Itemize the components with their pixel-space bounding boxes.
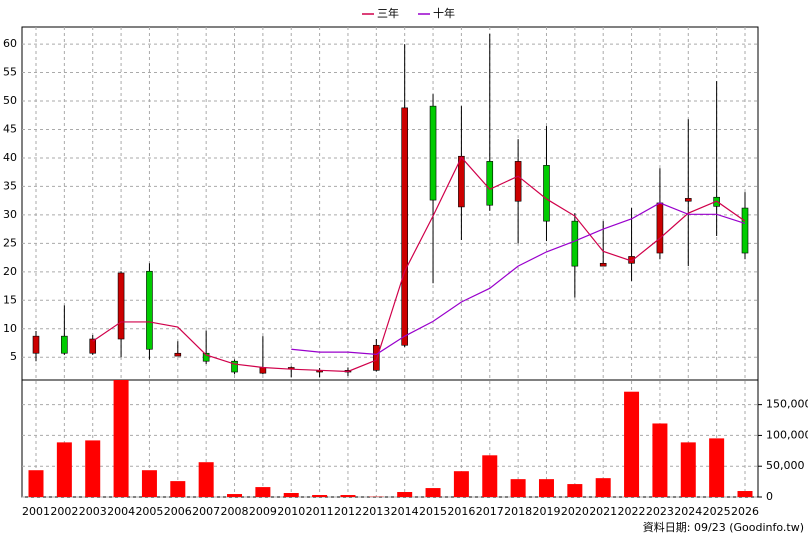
volume-bar: [709, 438, 725, 497]
footer: 資料日期: 09/23 (Goodinfo.tw): [643, 520, 804, 534]
candle-body: [61, 335, 68, 354]
x-tick-label: 2014: [391, 505, 419, 518]
y-tick-label: 45: [3, 122, 17, 135]
y-tick-label: 20: [3, 265, 17, 278]
candle-body: [429, 105, 437, 201]
x-tick-label: 2016: [447, 505, 475, 518]
legend-label: 十年: [433, 6, 455, 20]
volume-bar: [56, 442, 72, 497]
y-tick-label: 15: [3, 293, 17, 306]
x-tick-label: 2010: [277, 505, 305, 518]
volume-bar: [340, 495, 356, 497]
x-tick-label: 2009: [249, 505, 277, 518]
x-tick-label: 2005: [135, 505, 163, 518]
x-tick-label: 2022: [618, 505, 646, 518]
volume-bar: [737, 491, 753, 497]
candle-body: [146, 270, 153, 350]
x-tick-label: 2019: [532, 505, 560, 518]
x-tick-label: 2002: [50, 505, 78, 518]
x-tick-label: 2001: [22, 505, 50, 518]
volume-bar: [567, 484, 583, 497]
candle-body: [656, 202, 664, 254]
y-tick-label: 25: [3, 236, 17, 249]
y2-tick-label: 50,000: [766, 459, 805, 472]
volume-bar: [227, 494, 243, 497]
volume-bar: [141, 470, 157, 497]
x-tick-label: 2015: [419, 505, 447, 518]
candle-body: [571, 220, 579, 267]
x-tick-label: 2024: [674, 505, 702, 518]
y-tick-label: 35: [3, 179, 17, 192]
x-tick-label: 2025: [703, 505, 731, 518]
candle-body: [32, 335, 40, 354]
candle-body: [401, 107, 408, 346]
x-tick-label: 2006: [164, 505, 192, 518]
x-tick-label: 2011: [306, 505, 334, 518]
y-tick-label: 50: [3, 94, 17, 107]
candle-body: [458, 155, 465, 208]
x-tick-label: 2004: [107, 505, 135, 518]
volume-bar: [652, 423, 668, 497]
candle-body: [599, 262, 607, 267]
x-tick-label: 2013: [362, 505, 390, 518]
volume-bar: [680, 442, 696, 497]
plot-frame: [21, 26, 759, 498]
candle-body: [202, 352, 210, 362]
candle-body: [684, 198, 692, 202]
y2-tick-label: 100,000: [766, 428, 808, 441]
x-tick-label: 2021: [589, 505, 617, 518]
volume-bar: [397, 492, 413, 497]
volume-bar: [312, 495, 328, 497]
legend-label: 三年: [377, 6, 399, 20]
ma-line: [291, 202, 746, 355]
candle-body: [174, 352, 182, 357]
y-tick-label: 60: [3, 37, 17, 50]
volume-bar: [28, 470, 44, 497]
candle-body: [373, 344, 380, 371]
candle-body: [486, 161, 494, 206]
x-tick-label: 2020: [561, 505, 589, 518]
y-tick-label: 55: [3, 66, 17, 79]
x-tick-label: 2012: [334, 505, 362, 518]
candle-body: [117, 272, 125, 340]
y2-tick-label: 0: [766, 490, 773, 503]
ma-line: [92, 156, 746, 373]
candle-body: [231, 360, 238, 373]
candle-body: [259, 367, 267, 374]
candle-body: [89, 338, 97, 354]
volume-bar: [85, 440, 101, 497]
volume-bar: [482, 455, 498, 497]
candle-body: [543, 165, 550, 222]
y-tick-label: 5: [10, 350, 17, 363]
volume-bar: [538, 479, 554, 497]
volume-bar: [113, 380, 129, 497]
volume-bar: [595, 478, 611, 497]
y-tick-label: 40: [3, 151, 17, 164]
y-tick-label: 10: [3, 322, 17, 335]
volume-bar: [453, 471, 469, 497]
volume-bar: [255, 487, 271, 497]
x-tick-label: 2017: [476, 505, 504, 518]
x-tick-label: 2003: [79, 505, 107, 518]
volume-bar: [198, 462, 214, 497]
y2-tick-label: 150,000: [766, 398, 808, 411]
x-tick-label: 2008: [221, 505, 249, 518]
volume-bar: [510, 479, 526, 497]
y-tick-label: 30: [3, 208, 17, 221]
volume-bar: [425, 488, 441, 497]
volume-bar: [624, 391, 640, 497]
volume-bar: [283, 492, 299, 497]
x-tick-label: 2023: [646, 505, 674, 518]
candle-body: [741, 207, 749, 254]
x-tick-label: 2018: [504, 505, 532, 518]
candle-body: [514, 161, 522, 202]
x-tick-label: 2007: [192, 505, 220, 518]
volume-bar: [170, 481, 186, 497]
x-tick-label: 2026: [731, 505, 759, 518]
